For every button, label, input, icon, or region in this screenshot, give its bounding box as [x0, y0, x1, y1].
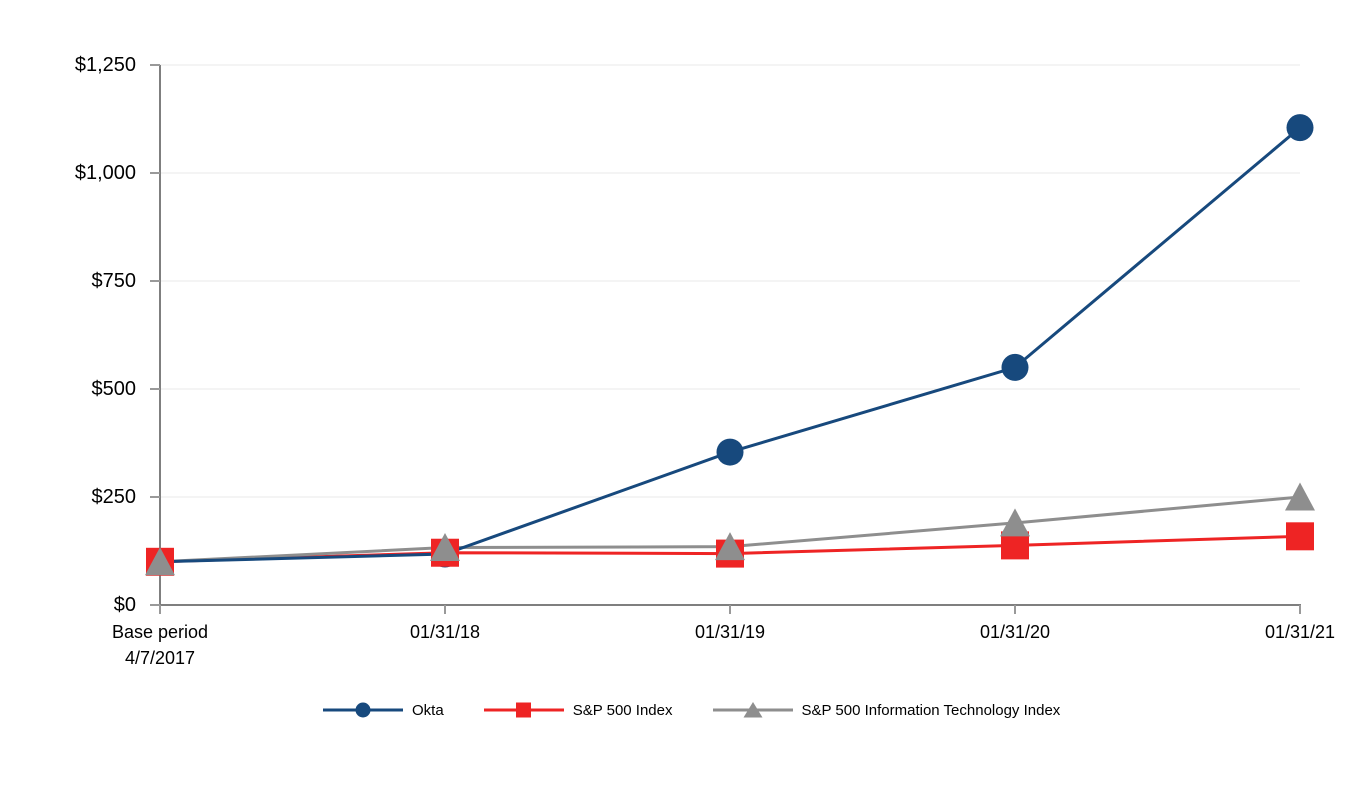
data-point-triangle-s-p-500-information-technology-index [1000, 508, 1030, 537]
data-point-triangle-s-p-500-information-technology-index [430, 533, 460, 562]
sp500-it-line-triangle-icon [712, 702, 793, 718]
sp500-line-square-icon [483, 702, 564, 718]
legend-label-sp500: S&P 500 Index [572, 701, 673, 719]
x-axis-label: 01/31/20 [979, 622, 1051, 642]
okta-line-circle-icon [323, 702, 403, 718]
x-axis-label-base-period: Base period 4/7/2017 [75, 619, 245, 671]
data-point-circle-okta [1286, 114, 1314, 142]
data-point-circle-okta [716, 438, 744, 466]
y-axis-label: $250 [91, 486, 137, 508]
data-point-triangle-s-p-500-information-technology-index [715, 532, 745, 561]
base-period-line1: Base period [111, 622, 209, 642]
legend-item-okta: Okta [323, 701, 444, 719]
y-axis-label: $0 [113, 594, 136, 616]
legend-item-sp500: S&P 500 Index [483, 701, 673, 719]
y-axis-label: $500 [91, 378, 137, 400]
legend-label-sp500-it: S&P 500 Information Technology Index [801, 701, 1061, 719]
x-axis-label: 01/31/18 [409, 622, 481, 642]
data-point-square-s-p-500-index [1286, 522, 1314, 551]
y-axis-label: $750 [91, 270, 137, 292]
data-point-triangle-s-p-500-information-technology-index [145, 547, 175, 576]
x-axis-label: 01/31/21 [1264, 622, 1336, 642]
legend-label-okta: Okta [412, 701, 444, 719]
data-point-triangle-s-p-500-information-technology-index [1285, 482, 1315, 511]
y-axis-label: $1,000 [74, 162, 136, 184]
x-axis-label: 01/31/19 [694, 622, 766, 642]
y-axis-label: $1,250 [74, 54, 136, 76]
base-period-line2: 4/7/2017 [124, 648, 196, 668]
legend-item-sp500-it: S&P 500 Information Technology Index [712, 701, 1061, 719]
data-point-circle-okta [1001, 353, 1029, 381]
legend: Okta S&P 500 Index S&P 500 Information T… [323, 701, 1060, 719]
